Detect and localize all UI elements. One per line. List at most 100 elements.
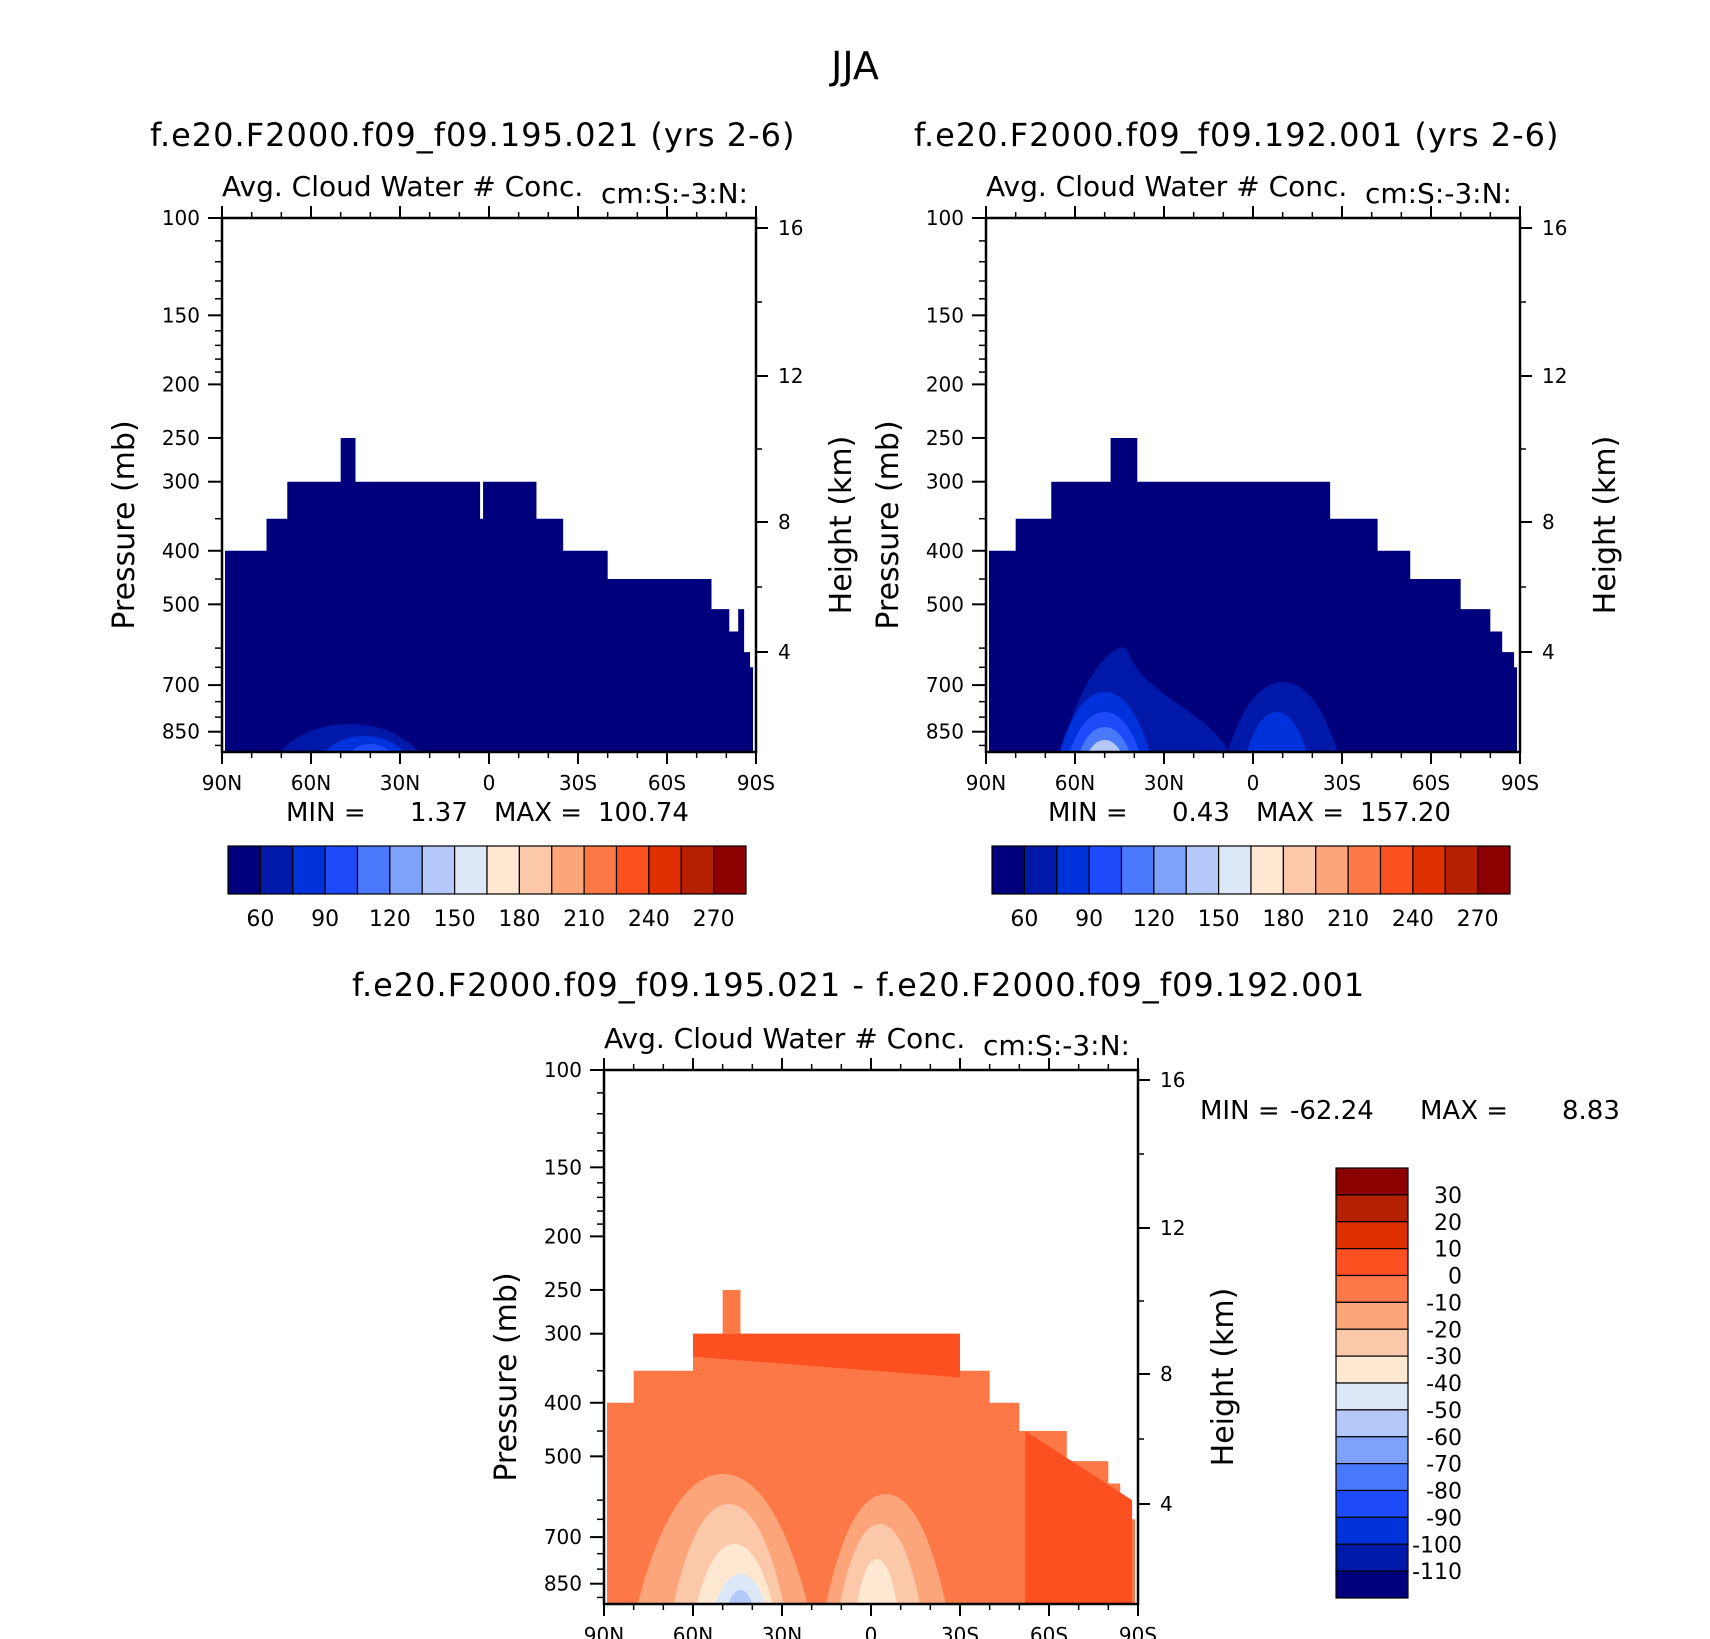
- colorbar-bottom-cell: [1335, 1274, 1409, 1303]
- colorbar-bottom-cell: [1335, 1570, 1409, 1599]
- colorbar-bottom-cell: [1335, 1489, 1409, 1518]
- x-tick-label: 0: [483, 771, 496, 795]
- colorbar-bottom-label: -60: [1426, 1426, 1462, 1451]
- colorbar-bottom-label: -30: [1426, 1345, 1462, 1370]
- y-right-tick-label: 8: [1542, 510, 1555, 534]
- colorbar-left-cell: [615, 845, 650, 895]
- y-tick-label: 400: [544, 1391, 582, 1415]
- min-value-left: 1.37: [410, 798, 468, 828]
- x-tick-label: 90N: [202, 771, 242, 795]
- panel-title-left: f.e20.F2000.f09_f09.195.021 (yrs 2-6): [150, 116, 796, 154]
- colorbar-left-label: 270: [693, 907, 735, 932]
- colorbar-left-label: 210: [563, 907, 605, 932]
- colorbar-bottom-label: 20: [1434, 1211, 1462, 1236]
- colorbar-right-cell: [1477, 845, 1511, 895]
- y-tick-label: 100: [544, 1058, 582, 1082]
- colorbar-left-cell: [356, 845, 391, 895]
- field-contour: [1079, 727, 1130, 752]
- y-tick-label: 100: [926, 206, 964, 230]
- y-right-tick-label: 16: [1542, 216, 1567, 240]
- colorbar-bottom-label: -40: [1426, 1372, 1462, 1397]
- y-tick-label: 200: [544, 1224, 582, 1248]
- plot-top-left: [208, 206, 768, 764]
- colorbar-left-cell: [713, 845, 747, 895]
- x-tick-label: 60S: [648, 771, 686, 795]
- y-right-tick-label: 16: [778, 216, 803, 240]
- colorbar-right-label: 150: [1198, 907, 1240, 932]
- max-label-right: MAX =: [1256, 798, 1345, 828]
- colorbar-right-label: 120: [1133, 907, 1175, 932]
- x-tick-label: 90N: [584, 1623, 624, 1639]
- field-contour: [728, 1590, 753, 1604]
- panel-title-bottom: f.e20.F2000.f09_f09.195.021 - f.e20.F200…: [352, 966, 1366, 1004]
- colorbar-left-cell: [324, 845, 359, 895]
- colorbar-right-cell: [1315, 845, 1349, 895]
- colorbar-bottom-cell: [1335, 1382, 1409, 1411]
- y-tick-label: 850: [544, 1572, 582, 1596]
- plot-subtitle-left: Avg. Cloud Water # Conc.: [222, 170, 583, 203]
- min-label-left: MIN =: [286, 798, 366, 828]
- y-tick-label: 100: [162, 206, 200, 230]
- colorbar-left-cell: [486, 845, 520, 895]
- colorbar-left-label: 120: [369, 907, 411, 932]
- colorbar-right-cell: [1347, 845, 1382, 895]
- x-tick-label: 0: [1247, 771, 1260, 795]
- y-right-tick-label: 12: [1542, 364, 1567, 388]
- y-axis-label: Pressure (mb): [489, 1272, 524, 1481]
- colorbar-bottom-cell: [1335, 1543, 1409, 1572]
- max-label-bottom: MAX =: [1420, 1096, 1509, 1126]
- max-value-right: 157.20: [1360, 798, 1451, 828]
- y-tick-label: 150: [926, 303, 964, 327]
- field-contour: [693, 1333, 960, 1378]
- colorbar-left-cell: [648, 845, 682, 895]
- colorbar-right-cell: [1250, 845, 1284, 895]
- y-tick-label: 700: [162, 673, 200, 697]
- min-label-bottom: MIN =: [1200, 1096, 1280, 1126]
- colorbar-bottom-cell: [1335, 1221, 1409, 1250]
- y-axis-label: Pressure (mb): [871, 420, 906, 629]
- max-label-left: MAX =: [494, 798, 583, 828]
- y-tick-label: 850: [162, 720, 200, 744]
- colorbar-bottom-label: -70: [1426, 1453, 1462, 1478]
- min-value-bottom: -62.24: [1290, 1096, 1374, 1126]
- y-right-tick-label: 4: [1160, 1492, 1173, 1516]
- y-tick-label: 400: [926, 539, 964, 563]
- y-right-tick-label: 12: [1160, 1216, 1185, 1240]
- colorbar-bottom-cell: [1335, 1436, 1409, 1465]
- colorbar-bottom-cell: [1335, 1248, 1409, 1277]
- y-right-axis-label: Height (km): [1206, 1288, 1241, 1467]
- colorbar-bottom-label: -50: [1426, 1399, 1462, 1424]
- colorbar-right-cell: [1185, 845, 1220, 895]
- y-tick-label: 500: [162, 592, 200, 616]
- colorbar-bottom-label: 0: [1448, 1265, 1462, 1290]
- y-tick-label: 700: [926, 673, 964, 697]
- colorbar-bottom-cell: [1335, 1301, 1409, 1330]
- y-tick-label: 250: [544, 1278, 582, 1302]
- y-tick-label: 500: [544, 1444, 582, 1468]
- colorbar-bottom-cell: [1335, 1194, 1409, 1223]
- y-right-tick-label: 12: [778, 364, 803, 388]
- x-tick-label: 60S: [1030, 1623, 1068, 1639]
- y-right-tick-label: 8: [778, 510, 791, 534]
- colorbar-right-label: 180: [1262, 907, 1304, 932]
- y-tick-label: 700: [544, 1525, 582, 1549]
- colorbar-right-cell: [1412, 845, 1446, 895]
- colorbar-left-cell: [389, 845, 423, 895]
- field-contour: [1088, 740, 1121, 752]
- y-tick-label: 150: [544, 1155, 582, 1179]
- x-tick-label: 30S: [559, 771, 597, 795]
- x-tick-label: 60S: [1412, 771, 1450, 795]
- y-tick-label: 150: [162, 303, 200, 327]
- max-value-bottom: 8.83: [1562, 1096, 1620, 1126]
- x-tick-label: 60N: [1055, 771, 1095, 795]
- colorbar-left-cell: [680, 845, 715, 895]
- y-right-axis-label: Height (km): [1588, 436, 1623, 615]
- colorbar-bottom-cell: [1335, 1516, 1409, 1545]
- plot-top-right: [972, 206, 1532, 764]
- min-value-right: 0.43: [1172, 798, 1230, 828]
- x-tick-label: 30N: [1144, 771, 1184, 795]
- colorbar-bottom-label: 10: [1434, 1238, 1462, 1263]
- colorbar-right-cell: [1056, 845, 1090, 895]
- y-right-axis-label: Height (km): [824, 436, 859, 615]
